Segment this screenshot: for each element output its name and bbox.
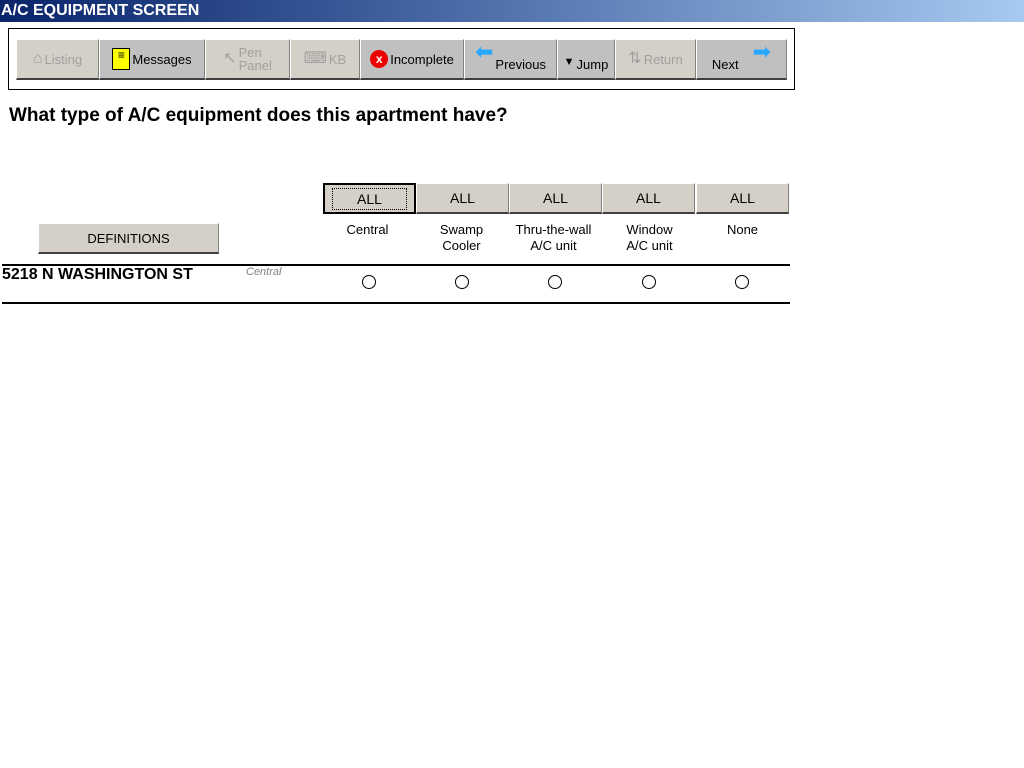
return-label: Return xyxy=(643,51,683,67)
radio-window[interactable] xyxy=(642,275,656,289)
column-header-thru-wall: Thru-the-wall A/C unit xyxy=(507,222,600,254)
toolbar: ⌂ Listing ≡ Messages ↖ Pen Panel ⌨ KB x Incomp… xyxy=(8,28,795,90)
messages-label: Messages xyxy=(132,51,192,67)
error-x-icon: x xyxy=(370,50,389,68)
pen-label: Pen xyxy=(238,45,262,60)
column-header-window: Window A/C unit xyxy=(603,222,696,254)
header-line: Thru-the-wall xyxy=(515,222,592,237)
previous-answer: Central xyxy=(246,266,282,278)
jump-label: Jump xyxy=(576,57,609,72)
row-address: 5218 N WASHINGTON ST xyxy=(2,266,193,283)
radio-swamp-cooler[interactable] xyxy=(455,275,469,289)
jump-button[interactable]: ▼ Jump xyxy=(557,39,615,80)
header-line: Swamp xyxy=(439,222,484,237)
triangle-down-icon: ▼ xyxy=(563,56,575,68)
return-button[interactable]: ⇅ Return xyxy=(615,39,696,80)
arrow-right-icon: ➡ xyxy=(752,39,772,64)
select-all-thru-wall-button[interactable]: ALL xyxy=(509,183,602,214)
header-line: Central xyxy=(346,222,389,237)
row-divider-top xyxy=(2,264,790,266)
question-text: What type of A/C equipment does this apa… xyxy=(9,105,508,126)
previous-button[interactable]: ⬅ Previous xyxy=(464,39,557,80)
select-all-none-button[interactable]: ALL xyxy=(696,183,789,214)
column-header-swamp-cooler: Swamp Cooler xyxy=(415,222,508,254)
select-all-window-button[interactable]: ALL xyxy=(602,183,695,214)
keyboard-icon: ⌨ xyxy=(303,50,327,67)
next-label: Next xyxy=(711,57,739,72)
select-all-swamp-cooler-button[interactable]: ALL xyxy=(416,183,509,214)
return-icon: ⇅ xyxy=(628,50,642,67)
all-label: ALL xyxy=(332,187,407,210)
keyboard-button[interactable]: ⌨ KB xyxy=(290,39,360,80)
header-line: A/C unit xyxy=(530,238,577,253)
incomplete-label: Incomplete xyxy=(390,51,454,67)
arrow-left-icon: ⬅ xyxy=(474,39,494,64)
radio-thru-wall[interactable] xyxy=(548,275,562,289)
listing-button[interactable]: ⌂ Listing xyxy=(16,39,99,80)
radio-central[interactable] xyxy=(362,275,376,289)
header-line: A/C unit xyxy=(626,238,673,253)
notepad-icon: ≡ xyxy=(112,48,131,70)
kb-label: KB xyxy=(328,51,347,67)
header-line: Window xyxy=(626,222,673,237)
definitions-button[interactable]: DEFINITIONS xyxy=(38,223,219,254)
pen-arrow-icon: ↖ xyxy=(223,50,237,67)
messages-button[interactable]: ≡ Messages xyxy=(99,39,205,80)
header-line: None xyxy=(726,222,759,237)
column-header-none: None xyxy=(696,222,789,238)
listing-label: Listing xyxy=(44,51,83,67)
header-line: Cooler xyxy=(442,238,481,253)
window-title: A/C EQUIPMENT SCREEN xyxy=(0,0,1024,22)
select-all-central-button[interactable]: ALL xyxy=(323,183,416,214)
pen-panel-button[interactable]: ↖ Pen Panel xyxy=(205,39,290,80)
incomplete-button[interactable]: x Incomplete xyxy=(360,39,464,80)
row-divider-bottom xyxy=(2,302,790,304)
previous-label: Previous xyxy=(495,57,546,72)
column-header-central: Central xyxy=(321,222,414,238)
panel-label: Panel xyxy=(238,58,272,73)
house-icon: ⌂ xyxy=(32,50,43,67)
next-button[interactable]: Next ➡ xyxy=(696,39,787,80)
radio-none[interactable] xyxy=(735,275,749,289)
